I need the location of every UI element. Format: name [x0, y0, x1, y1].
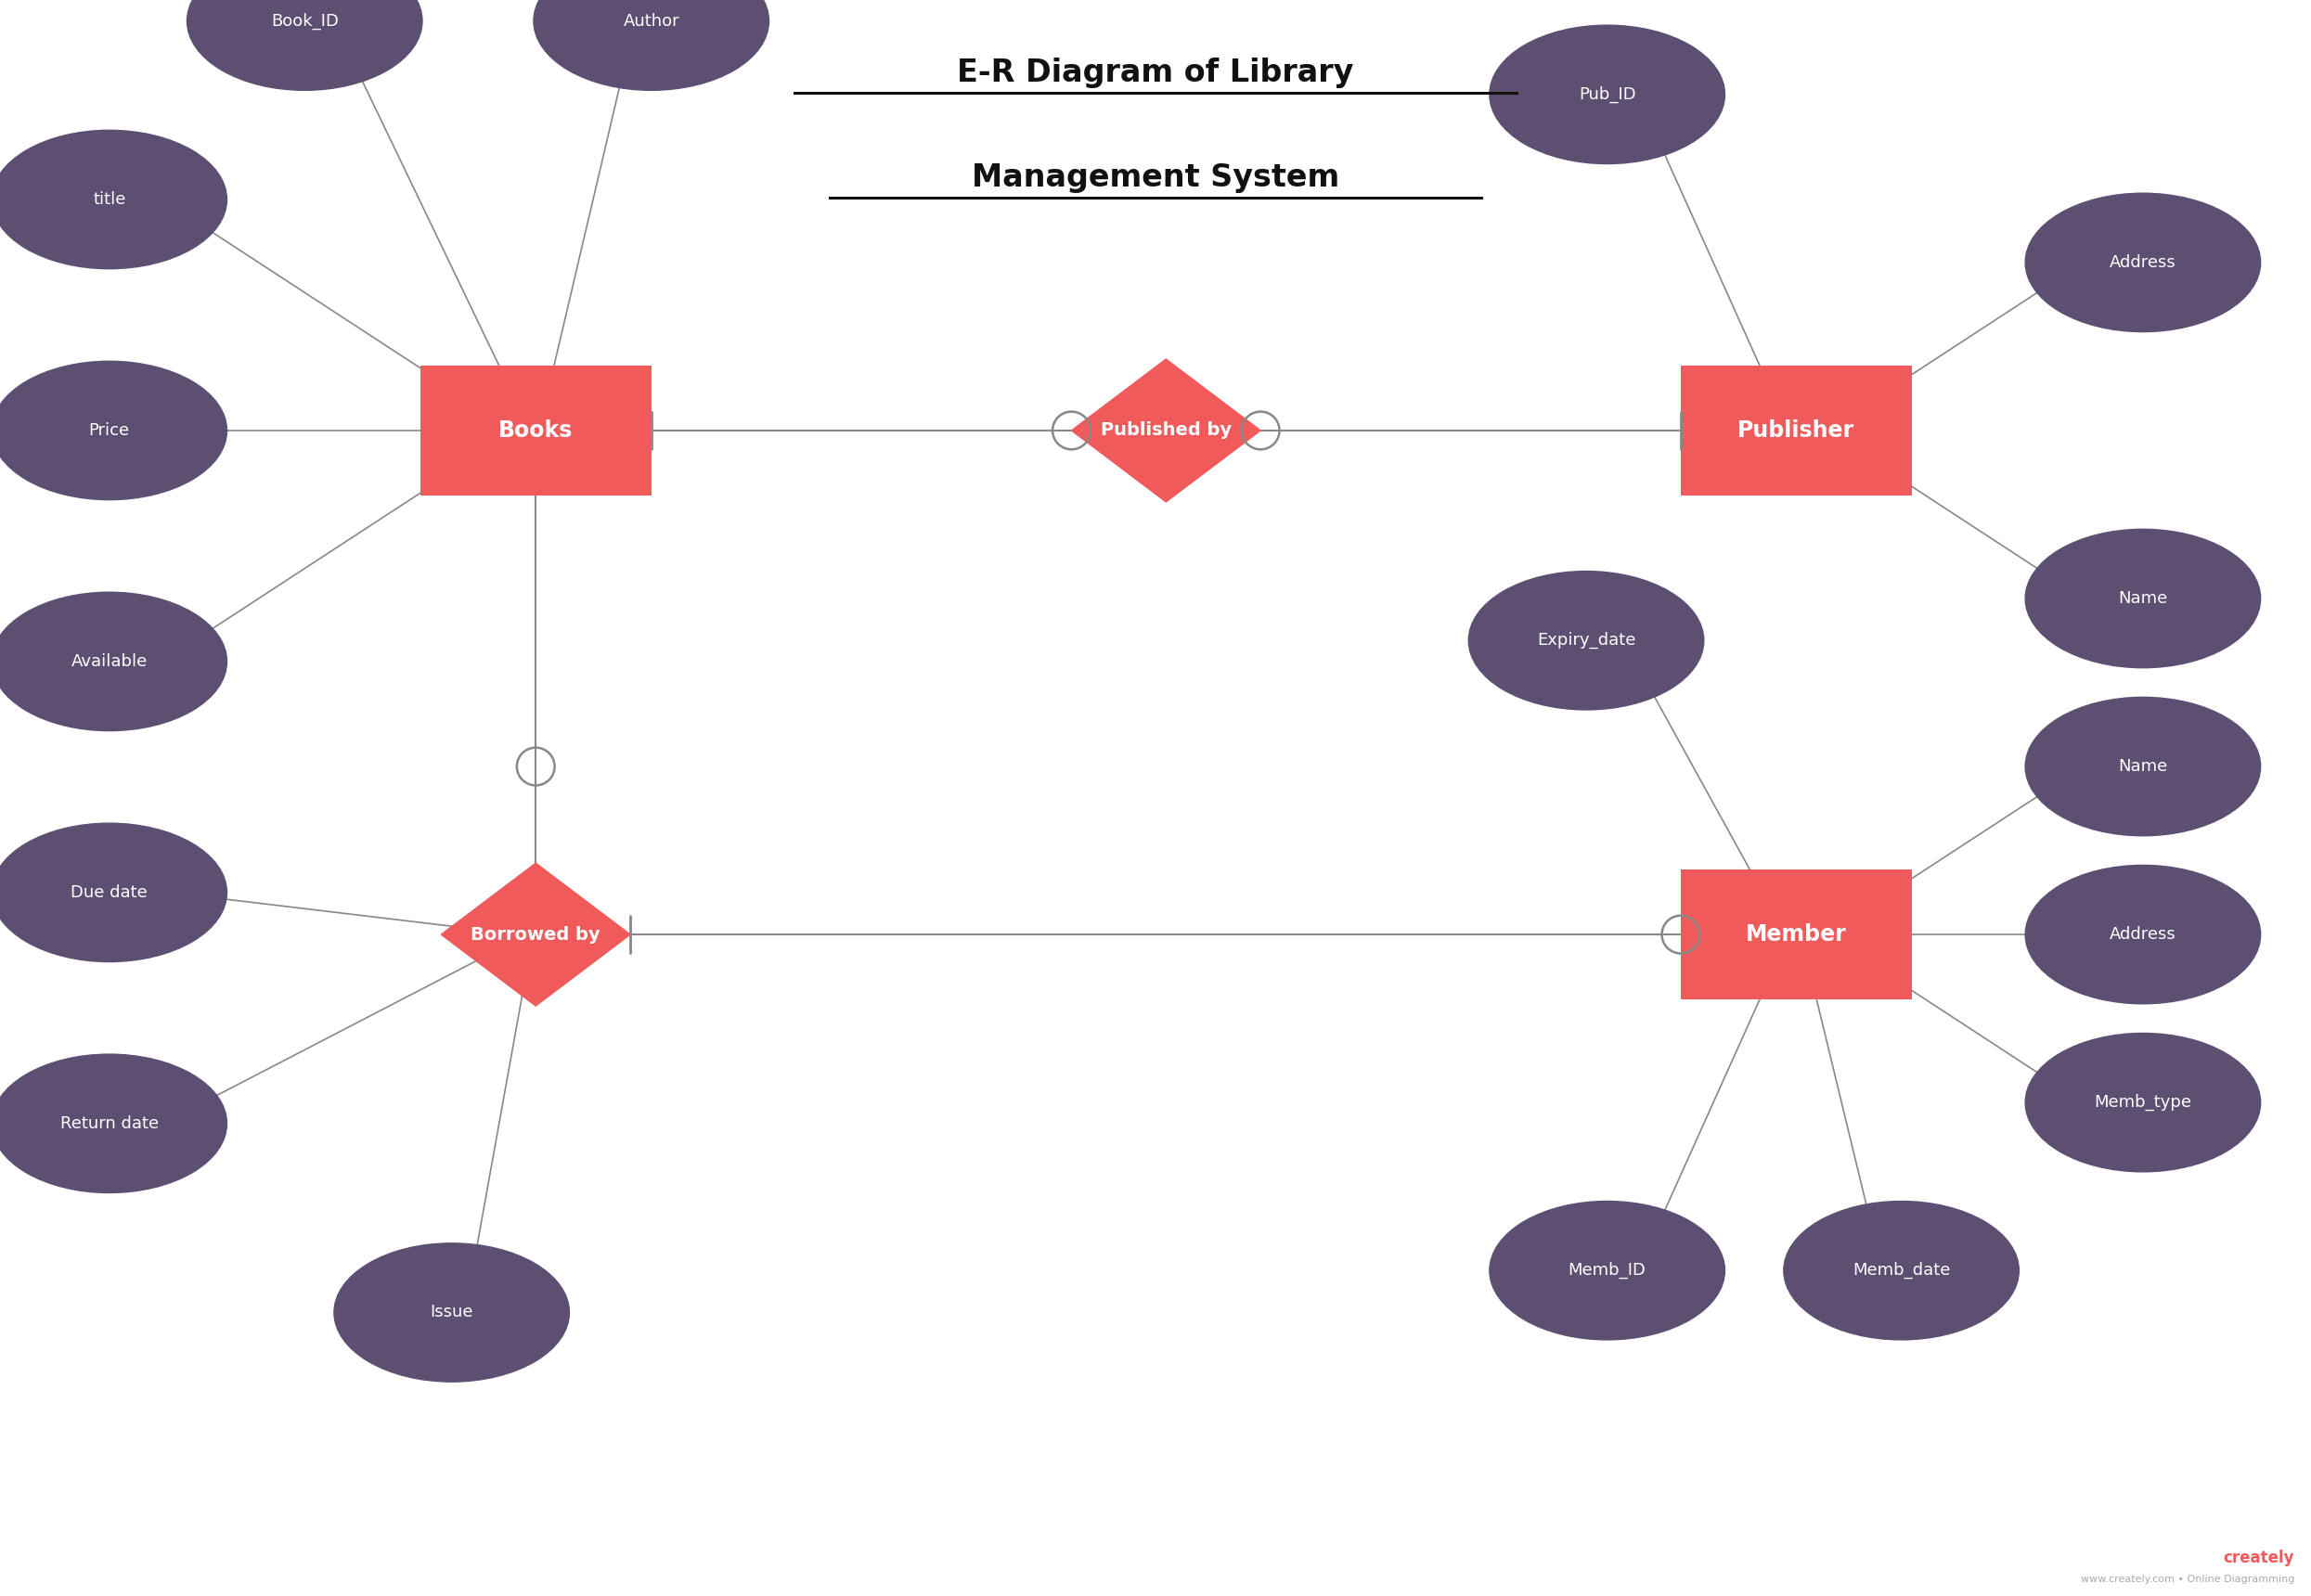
- Ellipse shape: [2024, 530, 2260, 667]
- Ellipse shape: [0, 1055, 226, 1192]
- Ellipse shape: [187, 0, 423, 91]
- Text: Publisher: Publisher: [1738, 420, 1856, 442]
- Text: E-R Diagram of Library: E-R Diagram of Library: [957, 57, 1354, 88]
- Ellipse shape: [0, 592, 226, 731]
- Ellipse shape: [1491, 26, 1724, 164]
- Text: Book_ID: Book_ID: [270, 13, 337, 29]
- Text: Memb_ID: Memb_ID: [1569, 1262, 1645, 1278]
- Text: Borrowed by: Borrowed by: [471, 926, 601, 943]
- Text: Available: Available: [72, 653, 148, 670]
- FancyBboxPatch shape: [421, 365, 652, 496]
- Text: Expiry_date: Expiry_date: [1537, 632, 1636, 650]
- Text: Memb_date: Memb_date: [1853, 1262, 1950, 1278]
- Polygon shape: [1072, 359, 1259, 501]
- Text: www.creately.com • Online Diagramming: www.creately.com • Online Diagramming: [2080, 1575, 2295, 1585]
- FancyBboxPatch shape: [1680, 870, 1911, 999]
- Text: Issue: Issue: [430, 1304, 474, 1321]
- Ellipse shape: [335, 1243, 569, 1382]
- Ellipse shape: [0, 131, 226, 268]
- Ellipse shape: [0, 824, 226, 962]
- Ellipse shape: [1467, 571, 1703, 710]
- Text: Memb_type: Memb_type: [2094, 1093, 2191, 1111]
- Text: Management System: Management System: [971, 163, 1340, 193]
- Ellipse shape: [2024, 1033, 2260, 1171]
- Text: Return date: Return date: [60, 1116, 159, 1132]
- Ellipse shape: [0, 361, 226, 500]
- Text: creately: creately: [2223, 1550, 2295, 1567]
- Text: Name: Name: [2119, 758, 2168, 774]
- FancyBboxPatch shape: [1680, 365, 1911, 496]
- Text: title: title: [92, 192, 125, 207]
- Polygon shape: [441, 863, 631, 1005]
- Text: Address: Address: [2110, 254, 2177, 271]
- Text: Name: Name: [2119, 591, 2168, 606]
- Ellipse shape: [2024, 697, 2260, 836]
- Ellipse shape: [2024, 865, 2260, 1004]
- Text: Address: Address: [2110, 926, 2177, 943]
- Text: Member: Member: [1745, 924, 1846, 946]
- Ellipse shape: [2024, 193, 2260, 332]
- Ellipse shape: [1491, 1202, 1724, 1339]
- Text: Pub_ID: Pub_ID: [1578, 86, 1636, 104]
- Text: Price: Price: [88, 423, 129, 439]
- Text: Books: Books: [499, 420, 573, 442]
- Ellipse shape: [1784, 1202, 2020, 1339]
- Text: Due date: Due date: [72, 884, 148, 900]
- Text: Published by: Published by: [1100, 421, 1232, 439]
- Text: Author: Author: [624, 13, 679, 29]
- Ellipse shape: [534, 0, 770, 91]
